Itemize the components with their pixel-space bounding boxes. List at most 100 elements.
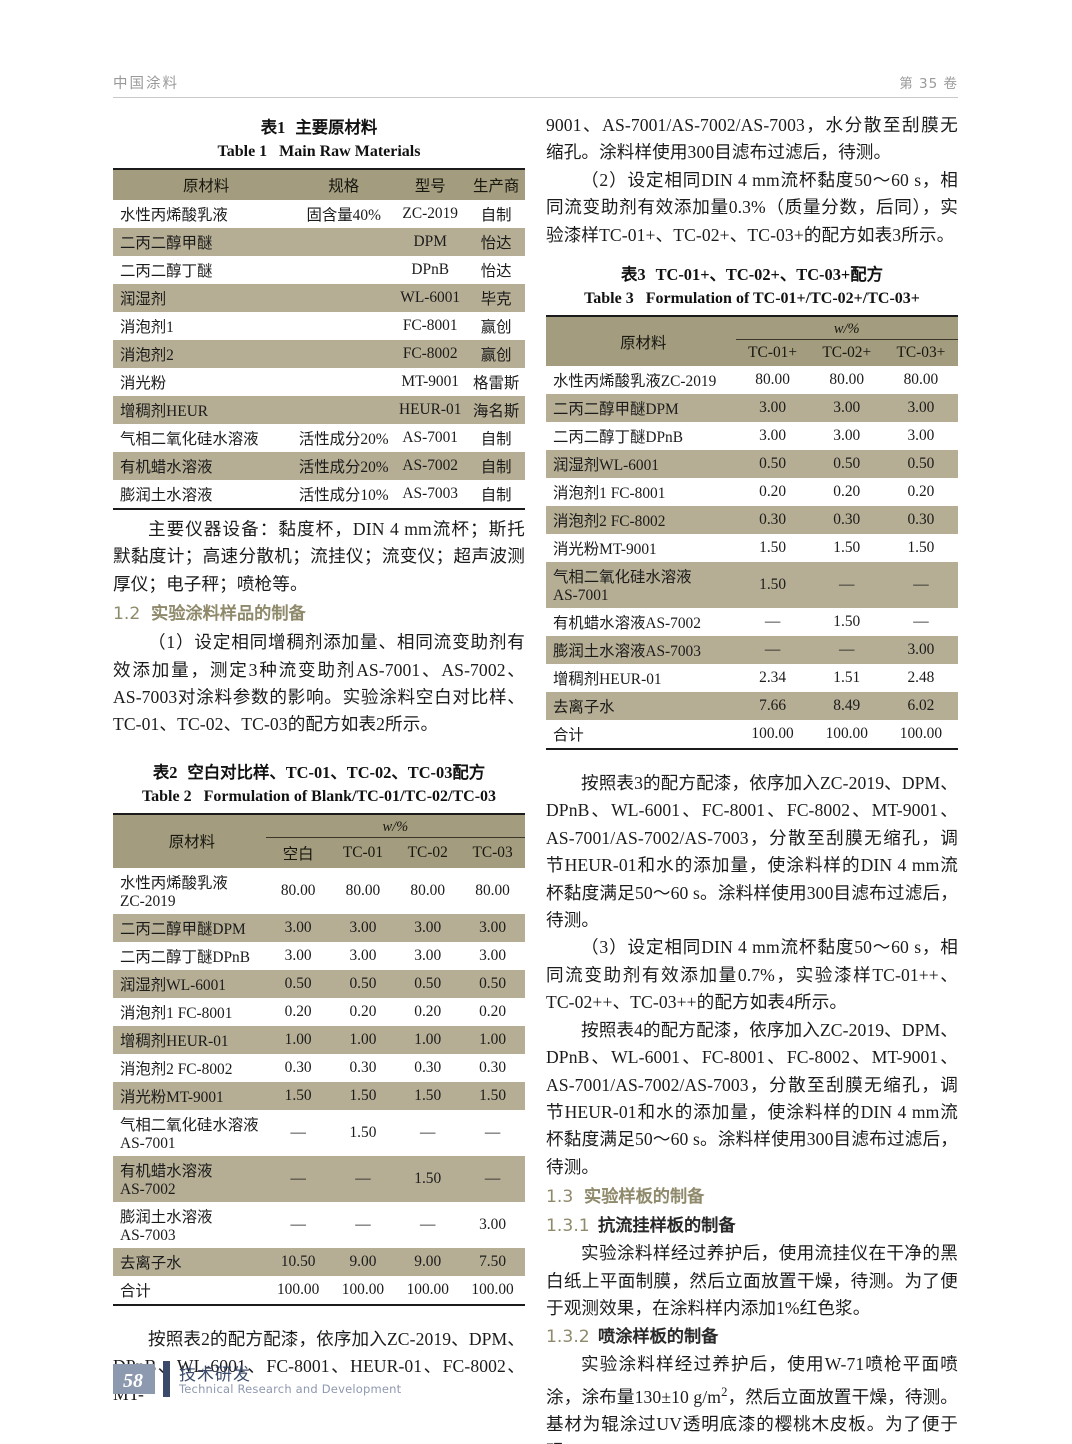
- cell-value: 1.50: [330, 1081, 396, 1110]
- cell-value: —: [809, 562, 884, 609]
- volume-label: 第 35 卷: [899, 76, 958, 92]
- cell-material: 有机蜡水溶液: [113, 452, 295, 480]
- cell-value: 活性成分10%: [294, 480, 394, 510]
- cell-value: [294, 228, 394, 256]
- table-3-number-en: Table 3: [584, 290, 634, 308]
- cell-value: 怡达: [467, 256, 525, 284]
- table-1-body: 水性丙烯酸乳液 固含量40% ZC-2019 自制 二丙二醇甲醚 DPM 怡达 二丙二醇丁醚 D…: [113, 200, 525, 510]
- cell-value: —: [883, 608, 958, 637]
- paragraph-after-table-3: 按照表3的配方配漆，依序加入ZC-2019、DPM、DPnB、WL-6001、F…: [546, 773, 958, 931]
- table-row: 消泡剂2 FC-8002 赢创: [113, 340, 525, 368]
- cell-material: 消泡剂2 FC-8002: [546, 506, 736, 535]
- table-3-caption-cn: 表3 TC-01+、TC-02+、TC-03+配方: [546, 263, 958, 287]
- table-row: 水性丙烯酸乳液 ZC-2019 80.00 80.00 80.00 80.00: [113, 867, 525, 914]
- cell-value: —: [883, 562, 958, 609]
- cell-value: 活性成分20%: [294, 424, 394, 452]
- table-row: 膨润土水溶液 活性成分10% AS-7003 自制: [113, 480, 525, 510]
- table-1-caption-cn: 表1 主要原材料: [113, 116, 525, 140]
- table-row: 增稠剂HEUR-01 1.00 1.00 1.00 1.00: [113, 1025, 525, 1054]
- cell-value: 3.00: [735, 422, 810, 451]
- cell-value: 100.00: [735, 720, 810, 751]
- table-2-caption-cn: 表2 空白对比样、TC-01、TC-02、TC-03配方: [113, 761, 525, 785]
- cell-value: 3.00: [460, 913, 525, 942]
- table-row: 气相二氧化硅水溶液 AS-7001 1.50— —: [546, 562, 958, 609]
- paragraph-1-3-2-superscript: 2: [721, 1384, 728, 1399]
- table-3-block: 表3 TC-01+、TC-02+、TC-03+配方 Table 3 Formulat…: [546, 263, 958, 751]
- cell-material: 二丙二醇甲醚DPM: [113, 913, 266, 942]
- cell-value: FC-8001: [393, 312, 468, 340]
- paragraph-1-3-2: 实验涂料样经过养护后，使用W-71喷枪平面喷涂，涂布量130±10 g/m2，然…: [546, 1351, 958, 1444]
- cell-material: 润湿剂WL-6001: [546, 450, 736, 479]
- heading-1-3-1-number: 1.3.1: [546, 1216, 590, 1237]
- cell-value: WL-6001: [393, 284, 468, 312]
- cell-value: 0.50: [330, 969, 396, 998]
- table-1-number-cn: 表1: [260, 118, 286, 137]
- cell-value: 80.00: [460, 867, 525, 914]
- cell-value: 0.30: [883, 506, 958, 535]
- cell-material: 去离子水: [546, 692, 736, 721]
- cell-value: —: [265, 1155, 331, 1202]
- cell-value: 0.30: [809, 506, 884, 535]
- table-2-title-en: Formulation of Blank/TC-01/TC-02/TC-03: [203, 787, 497, 805]
- cell-value: 1.50: [809, 608, 884, 637]
- cell-value: 0.50: [460, 969, 525, 998]
- paragraph-continued: 9001、AS-7001/AS-7002/AS-7003，水分散至刮膜无缩孔。涂…: [546, 115, 958, 163]
- heading-1-3-2: 1.3.2 喷涂样板的制备: [546, 1324, 958, 1351]
- table-row: 消泡剂2 FC-8002 0.30 0.30 0.30: [546, 506, 958, 535]
- cell-material: 消泡剂2: [113, 340, 295, 368]
- table-3-number-cn: 表3: [620, 265, 646, 285]
- cell-material: 消泡剂2 FC-8002: [113, 1053, 266, 1082]
- cell-value: 8.49: [809, 692, 884, 721]
- cell-value: 0.30: [735, 506, 810, 535]
- table-row: 二丙二醇甲醚 DPM 怡达: [113, 228, 525, 256]
- heading-1-2: 1.2 实验涂料样品的制备: [113, 601, 525, 628]
- table-2-caption-en: Table 2 Formulation of Blank/TC-01/TC-02/…: [113, 785, 525, 809]
- cell-material: 二丙二醇丁醚DPnB: [113, 941, 266, 970]
- table-1-col-maker: 生产商: [467, 169, 525, 200]
- table-2-head: 原材料 w/% 空白 TC-01 TC-02 TC-03: [113, 813, 525, 868]
- page-number: 58: [123, 1370, 143, 1392]
- table-1-number-en: Table 1: [217, 143, 268, 160]
- cell-value: 自制: [467, 452, 525, 480]
- cell-value: 怡达: [467, 228, 525, 256]
- cell-value: 80.00: [265, 867, 331, 914]
- cell-value: 3.00: [460, 941, 525, 970]
- table-row: 二丙二醇丁醚DPnB 3.00 3.00 3.00 3.00: [113, 941, 525, 970]
- cell-value: 自制: [467, 424, 525, 452]
- cell-value: 0.20: [460, 997, 525, 1026]
- cell-value: 0.30: [265, 1053, 331, 1082]
- cell-material: 消光粉: [113, 368, 295, 396]
- table-row: 消光粉 MT-9001 格雷斯: [113, 368, 525, 396]
- table-3-header-row-group: 原材料 w/%: [546, 316, 958, 367]
- cell-material: 润湿剂: [113, 284, 295, 312]
- footer-section-cn: 技术研发: [179, 1365, 251, 1385]
- table-row: 增稠剂HEUR-01 2.34 1.51 2.48: [546, 664, 958, 693]
- cell-material: 消光粉MT-9001: [113, 1081, 266, 1110]
- cell-value: 1.00: [330, 1025, 396, 1054]
- cell-material: 有机蜡水溶液AS-7002: [546, 608, 736, 637]
- table-row: 有机蜡水溶液 AS-7002— —1.50—: [113, 1155, 525, 1202]
- cell-material: 二丙二醇甲醚: [113, 228, 295, 256]
- cell-value: [294, 284, 394, 312]
- cell-value: 100.00: [883, 720, 958, 751]
- right-column: 9001、AS-7001/AS-7002/AS-7003，水分散至刮膜无缩孔。涂…: [546, 112, 958, 1444]
- cell-value: [294, 396, 394, 424]
- cell-value: 2.34: [735, 664, 810, 693]
- table-1-col-material: 原材料: [113, 169, 295, 200]
- table-1-caption-en: Table 1 Main Raw Materials: [113, 140, 525, 164]
- cell-value: ZC-2019: [393, 200, 468, 228]
- cell-material: 膨润土水溶液AS-7003: [546, 636, 736, 665]
- cell-value: [294, 312, 394, 340]
- cell-value: 活性成分20%: [294, 452, 394, 480]
- cell-value: 3.00: [330, 913, 396, 942]
- cell-value: 3.00: [883, 422, 958, 451]
- cell-value: 80.00: [330, 867, 396, 914]
- cell-value: 9.00: [330, 1247, 396, 1276]
- cell-value: 80.00: [735, 366, 810, 395]
- journal-name: 中国涂料: [113, 76, 179, 92]
- cell-material: 增稠剂HEUR-01: [113, 1025, 266, 1054]
- cell-value: —: [460, 1109, 525, 1156]
- cell-value: 0.30: [395, 1053, 461, 1082]
